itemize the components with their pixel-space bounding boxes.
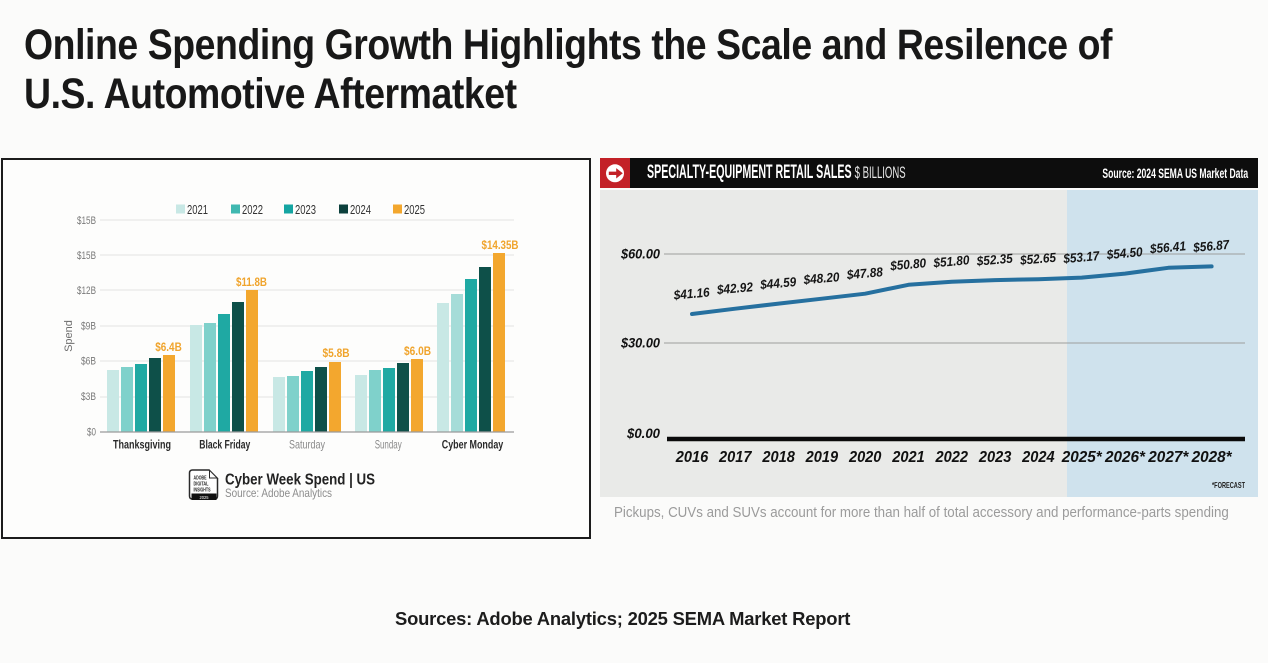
svg-text:$54.50: $54.50 bbox=[1105, 244, 1144, 262]
svg-text:$14.35B: $14.35B bbox=[482, 240, 519, 252]
svg-text:2016: 2016 bbox=[675, 449, 709, 466]
svg-text:$6.0B: $6.0B bbox=[404, 346, 431, 358]
svg-text:2024: 2024 bbox=[350, 202, 371, 217]
svg-text:$48.20: $48.20 bbox=[802, 269, 841, 287]
svg-text:$56.87: $56.87 bbox=[1192, 237, 1231, 255]
svg-text:*FORECAST: *FORECAST bbox=[1212, 480, 1246, 490]
svg-text:Sunday: Sunday bbox=[375, 438, 402, 452]
svg-text:2019: 2019 bbox=[805, 449, 839, 466]
svg-text:$52.35: $52.35 bbox=[975, 251, 1014, 269]
svg-text:$44.59: $44.59 bbox=[759, 274, 798, 292]
svg-text:$52.65: $52.65 bbox=[1019, 250, 1058, 268]
svg-text:2023: 2023 bbox=[978, 449, 1012, 466]
svg-text:2024: 2024 bbox=[1021, 449, 1055, 466]
svg-text:$5.8B: $5.8B bbox=[323, 348, 350, 360]
svg-text:$11.8B: $11.8B bbox=[236, 277, 267, 289]
svg-text:$9B: $9B bbox=[81, 321, 96, 333]
svg-text:2026*: 2026* bbox=[1104, 449, 1146, 466]
svg-text:$56.41: $56.41 bbox=[1148, 238, 1186, 256]
svg-text:2025: 2025 bbox=[200, 495, 209, 500]
svg-text:2028*: 2028* bbox=[1191, 449, 1233, 466]
svg-text:$50.80: $50.80 bbox=[889, 255, 928, 273]
svg-text:2020: 2020 bbox=[848, 449, 882, 466]
svg-text:2021: 2021 bbox=[891, 449, 924, 466]
svg-text:Cyber Monday: Cyber Monday bbox=[442, 438, 504, 452]
svg-text:Spend: Spend bbox=[63, 320, 75, 352]
svg-text:2021: 2021 bbox=[187, 202, 208, 217]
svg-text:$6B: $6B bbox=[81, 356, 96, 368]
svg-text:$15B: $15B bbox=[77, 250, 96, 262]
svg-text:$42.92: $42.92 bbox=[715, 279, 754, 297]
svg-text:$6.4B: $6.4B bbox=[155, 342, 182, 354]
svg-text:2027*: 2027* bbox=[1147, 449, 1189, 466]
svg-text:Black Friday: Black Friday bbox=[199, 438, 250, 452]
svg-text:$0: $0 bbox=[87, 427, 96, 439]
svg-text:DIGITAL: DIGITAL bbox=[194, 482, 209, 488]
svg-text:2023: 2023 bbox=[295, 202, 316, 217]
svg-text:$30.00: $30.00 bbox=[620, 335, 660, 351]
svg-text:INSIGHTS: INSIGHTS bbox=[194, 488, 211, 494]
svg-text:$53.17: $53.17 bbox=[1062, 248, 1101, 266]
svg-text:2017: 2017 bbox=[718, 449, 753, 466]
svg-text:2022: 2022 bbox=[935, 449, 969, 466]
svg-text:2018: 2018 bbox=[761, 449, 795, 466]
svg-text:Thanksgiving: Thanksgiving bbox=[113, 438, 171, 452]
svg-text:2025*: 2025* bbox=[1061, 449, 1103, 466]
svg-text:$41.16: $41.16 bbox=[672, 284, 711, 302]
svg-text:$51.80: $51.80 bbox=[932, 252, 971, 270]
svg-text:$0.00: $0.00 bbox=[626, 425, 660, 441]
svg-text:2025: 2025 bbox=[404, 202, 425, 217]
svg-text:$47.88: $47.88 bbox=[845, 264, 884, 282]
svg-text:$12B: $12B bbox=[77, 285, 96, 297]
svg-text:ADOBE: ADOBE bbox=[194, 476, 207, 482]
svg-text:$15B: $15B bbox=[77, 215, 96, 227]
svg-text:Cyber Week Spend | US: Cyber Week Spend | US bbox=[225, 472, 375, 489]
svg-text:Saturday: Saturday bbox=[289, 438, 325, 452]
svg-text:$3B: $3B bbox=[81, 391, 96, 403]
svg-text:$60.00: $60.00 bbox=[620, 246, 660, 262]
svg-text:Source: Adobe Analytics: Source: Adobe Analytics bbox=[225, 486, 332, 500]
svg-text:2022: 2022 bbox=[242, 202, 263, 217]
